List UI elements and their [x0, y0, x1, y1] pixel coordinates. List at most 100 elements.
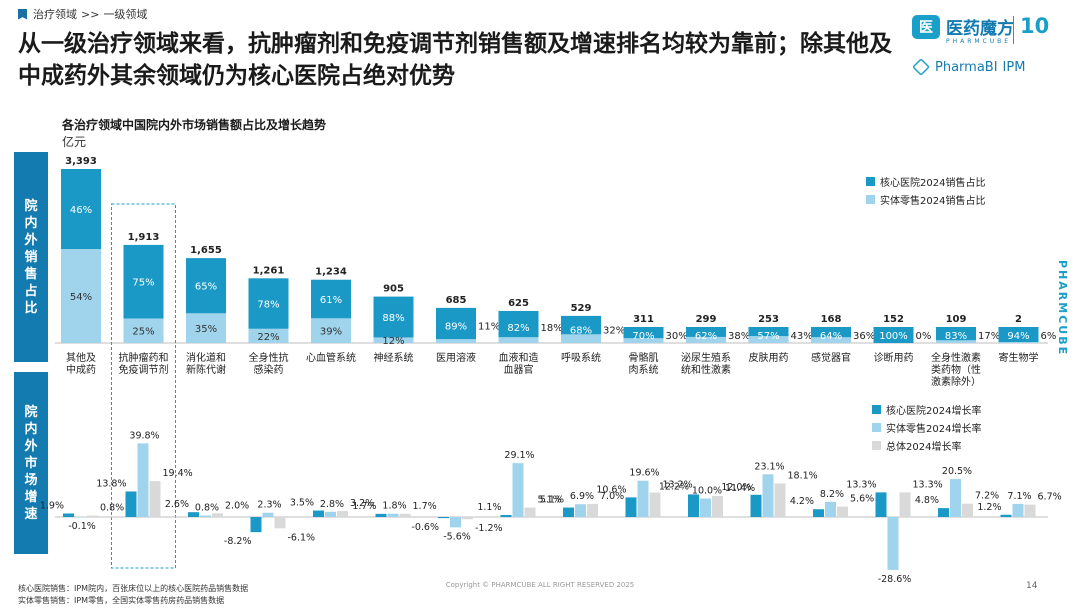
growth-bar-s0-14	[938, 508, 949, 517]
total-label-13: 152	[883, 314, 904, 325]
category-label-3: 全身性抗感染药	[249, 351, 289, 376]
chart-title: 各治疗领域中国院内外市场销售额占比及增长趋势	[62, 118, 327, 132]
category-label-7: 血液和造血器官	[499, 351, 539, 376]
logo-divider	[1013, 16, 1014, 44]
total-label-2: 1,655	[190, 245, 222, 256]
growth-label-core-0: 1.9%	[40, 500, 64, 511]
bar-core-share-12	[811, 327, 851, 338]
core-share-label-8: 68%	[570, 325, 592, 336]
growth-label-retail-5: 1.8%	[382, 501, 406, 512]
growth-label-core-11: 12.0%	[721, 482, 751, 493]
bar-core-share-10	[686, 327, 726, 337]
category-label-8: 呼吸系统	[561, 351, 601, 364]
retail-share-label-4: 39%	[320, 327, 342, 338]
category-label-4: 心血管系统	[306, 351, 356, 364]
growth-bar-s1-12	[825, 501, 836, 517]
growth-label-retail-14: 20.5%	[942, 466, 972, 477]
retail-share-label-11: 43%	[791, 331, 813, 342]
growth-label-total-6: -1.2%	[475, 523, 503, 534]
growth-label-core-4: 3.5%	[290, 498, 314, 509]
side-label-share: 院内外销售占比	[14, 152, 48, 362]
side-label-share-text: 院内外销售占比	[24, 198, 38, 316]
breadcrumb: 治疗领域 >> 一级领域	[18, 6, 147, 22]
total-label-9: 311	[633, 314, 654, 325]
growth-bar-s0-1	[125, 491, 137, 517]
growth-label-core-10: 12.2%	[659, 481, 689, 492]
growth-bar-s2-12	[837, 506, 848, 517]
vertical-brand: PHARMCUBE	[1056, 260, 1069, 357]
growth-label-total-1: 19.4%	[163, 468, 193, 479]
growth-label-total-0: 0.8%	[100, 503, 124, 514]
growth-bar-s2-8	[587, 504, 598, 517]
growth-bar-s1-9	[637, 480, 649, 517]
bottom-legend-swatch-2	[872, 441, 881, 450]
growth-label-total-8: 7.0%	[600, 491, 624, 502]
growth-bar-s0-13	[875, 492, 887, 517]
retail-share-label-15: 6%	[1041, 331, 1057, 342]
bottom-legend-label-0: 核心医院2024增长率	[886, 404, 981, 417]
core-share-label-15: 94%	[1007, 331, 1029, 342]
bar-core-share-8	[561, 315, 601, 335]
bar-retail-share-3	[248, 328, 289, 343]
growth-bar-s1-14	[950, 479, 961, 517]
growth-bar-s0-10	[688, 494, 699, 517]
top-legend-swatch-1	[866, 195, 875, 204]
bar-retail-share-6	[436, 339, 476, 343]
bar-core-share-0	[61, 169, 101, 250]
growth-label-total-15: 6.7%	[1038, 492, 1062, 503]
growth-bar-s2-13	[899, 492, 911, 517]
copyright: Copyright © PHARMCUBE ALL RIGHT RESERVED…	[445, 581, 635, 589]
category-label-10: 泌尿生殖系统和性激素	[681, 351, 731, 376]
growth-label-core-5: 1.7%	[352, 501, 376, 512]
growth-bar-s0-11	[750, 494, 762, 517]
total-label-15: 2	[1015, 314, 1022, 325]
bar-core-share-13	[873, 327, 914, 343]
growth-bar-s1-10	[700, 498, 711, 517]
growth-label-core-9: 10.6%	[596, 484, 626, 495]
growth-bar-s2-15	[1024, 504, 1036, 517]
logo-subtitle: PHARMCUBE	[946, 38, 1012, 45]
bottom-legend-label-2: 总体2024增长率	[886, 440, 961, 453]
growth-label-retail-13: -28.6%	[878, 574, 912, 585]
bar-retail-share-7	[498, 337, 539, 343]
retail-share-label-6: 11%	[478, 321, 500, 332]
bookmark-icon	[18, 8, 27, 20]
breadcrumb-level2[interactable]: 一级领域	[103, 8, 148, 21]
bar-core-share-3	[248, 278, 289, 329]
bottom-legend-swatch-1	[872, 423, 881, 432]
total-label-10: 299	[696, 314, 717, 325]
core-share-label-5: 88%	[382, 313, 404, 324]
retail-share-label-1: 25%	[132, 327, 154, 338]
chart-unit: 亿元	[62, 135, 87, 149]
growth-label-retail-11: 23.1%	[754, 461, 784, 472]
growth-label-retail-9: 19.6%	[629, 468, 659, 479]
category-label-12: 感觉器官	[811, 351, 851, 364]
growth-bar-s1-6	[450, 517, 461, 528]
growth-label-total-4: 3.2%	[350, 498, 374, 509]
total-label-7: 625	[508, 298, 529, 309]
retail-share-label-14: 17%	[978, 331, 1000, 342]
growth-bar-s1-5	[387, 513, 399, 517]
total-label-4: 1,234	[315, 267, 347, 278]
bar-retail-share-5	[373, 337, 414, 343]
growth-bar-s0-8	[563, 507, 574, 517]
core-share-label-0: 46%	[70, 205, 92, 216]
breadcrumb-level1[interactable]: 治疗领域	[33, 8, 77, 21]
total-label-6: 685	[446, 295, 467, 306]
bar-retail-share-4	[311, 318, 351, 343]
growth-label-retail-8: 6.9%	[570, 491, 594, 502]
growth-bar-s1-8	[575, 504, 586, 517]
core-share-label-12: 64%	[820, 331, 842, 342]
top-legend-label-0: 核心医院2024销售占比	[880, 176, 985, 189]
bar-core-share-9	[623, 327, 664, 339]
core-share-label-3: 78%	[257, 300, 279, 311]
growth-label-total-13: 13.3%	[913, 479, 943, 490]
core-share-label-9: 70%	[632, 331, 654, 342]
anniversary-badge: 10	[1020, 14, 1050, 38]
growth-bar-s2-3	[274, 517, 286, 529]
retail-share-label-0: 54%	[70, 292, 92, 303]
retail-share-label-9: 30%	[666, 331, 688, 342]
bar-retail-share-15	[998, 342, 1039, 343]
breadcrumb-separator: >>	[81, 7, 100, 21]
core-share-label-6: 89%	[445, 321, 467, 332]
